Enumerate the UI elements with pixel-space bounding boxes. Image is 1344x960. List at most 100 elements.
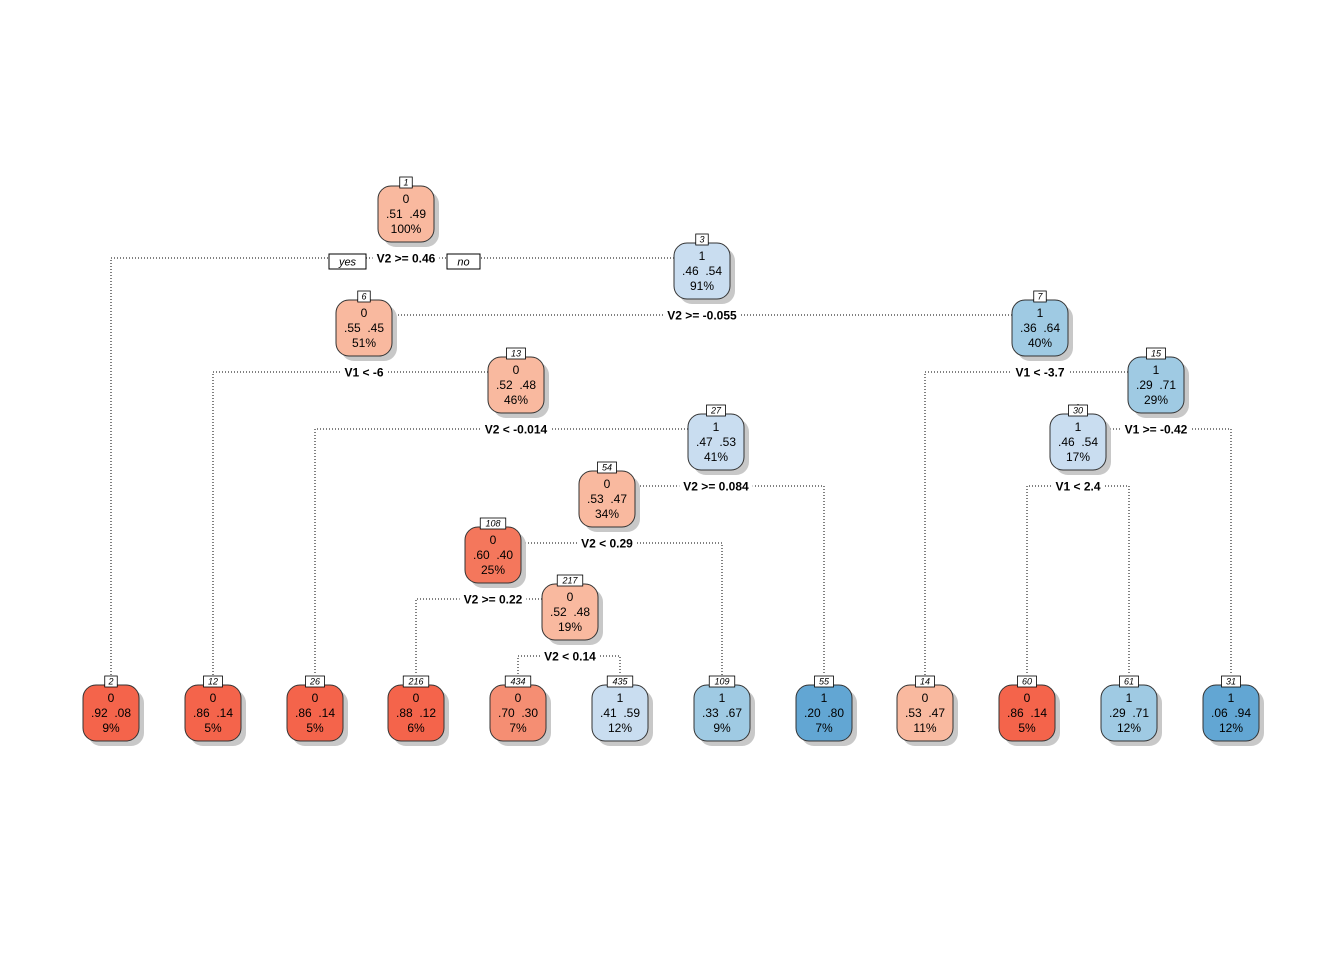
node-percent: 5% (306, 721, 324, 735)
node-percent: 11% (913, 721, 936, 735)
split-label-bg-1 (372, 250, 440, 265)
node-id: 3 (699, 235, 704, 245)
node-probs: .51 .49 (386, 207, 426, 221)
node-id: 27 (710, 406, 722, 416)
yes-branch-tag: yes (328, 253, 367, 270)
node-percent: 91% (690, 279, 714, 293)
node-id-box (203, 675, 223, 688)
node-id-box (1221, 675, 1241, 688)
node-id: 2 (107, 677, 113, 687)
node-id: 7 (1037, 292, 1043, 302)
node-class: 0 (490, 533, 497, 547)
node-probs: .70 .30 (498, 706, 538, 720)
node-id: 216 (407, 677, 423, 687)
node-id: 12 (208, 677, 218, 687)
split-label-27: V2 >= 0.084 (683, 480, 749, 494)
node-class: 1 (821, 691, 828, 705)
node-probs: .92 .08 (91, 706, 131, 720)
node-percent: 19% (558, 620, 582, 634)
node-id: 434 (510, 677, 525, 687)
split-label-6: V1 < -6 (344, 366, 383, 380)
split-label-bg-108 (459, 591, 527, 606)
node-probs: .88 .12 (396, 706, 436, 720)
split-label-bg-3 (663, 307, 741, 322)
node-probs: .53 .47 (905, 706, 945, 720)
node-id-box (1119, 675, 1139, 688)
node-class: 1 (617, 691, 624, 705)
tree-node-2: 2 0.92 .089% (82, 675, 144, 746)
tree-node-434: 434 0.70 .307% (489, 675, 551, 746)
branch-tags: yes no (328, 253, 481, 270)
node-class: 1 (1126, 691, 1133, 705)
node-percent: 29% (1144, 393, 1168, 407)
node-id-box (606, 675, 634, 688)
node-percent: 12% (608, 721, 632, 735)
edge-13-26 (314, 428, 516, 675)
node-percent: 34% (595, 507, 619, 521)
node-percent: 40% (1028, 336, 1052, 350)
no-label: no (457, 257, 469, 269)
node-id-box (1068, 404, 1088, 417)
node-percent: 51% (352, 336, 376, 350)
node-id-box (104, 675, 118, 688)
tree-node-216: 216 0.88 .126% (387, 675, 449, 746)
no-branch-tag: no (446, 253, 481, 270)
node-class: 0 (567, 590, 574, 604)
split-label-bg-30 (1051, 478, 1105, 493)
node-id: 13 (511, 349, 521, 359)
tree-node-109: 109 1.33 .679% (693, 675, 755, 746)
node-class: 0 (922, 691, 929, 705)
split-label-108: V2 >= 0.22 (464, 593, 523, 607)
node-id: 109 (714, 677, 729, 687)
node-class: 1 (1075, 420, 1082, 434)
edge-54-109 (607, 542, 723, 675)
tree-node-12: 12 0.86 .145% (184, 675, 246, 746)
node-id: 30 (1073, 406, 1083, 416)
node-id-box (357, 290, 371, 303)
edge-3-7 (702, 290, 1041, 316)
node-class: 0 (1024, 691, 1031, 705)
node-id: 15 (1151, 349, 1162, 359)
split-label-bg-217 (540, 648, 600, 663)
split-label-7: V1 < -3.7 (1015, 366, 1064, 380)
node-id-box (706, 404, 726, 417)
node-id-box (479, 517, 507, 530)
node-percent: 100% (391, 222, 422, 236)
split-label-bg-54 (577, 535, 637, 550)
split-label-bg-15 (1120, 421, 1192, 436)
node-class: 0 (361, 306, 368, 320)
node-class: 1 (719, 691, 726, 705)
node-percent: 25% (481, 563, 505, 577)
node-id: 435 (612, 677, 628, 687)
split-label-bg-27 (679, 478, 753, 493)
node-percent: 6% (407, 721, 425, 735)
node-probs: .06 .94 (1211, 706, 1251, 720)
node-probs: .29 .71 (1136, 378, 1176, 392)
node-probs: .46 .54 (682, 264, 722, 278)
node-class: 0 (403, 192, 410, 206)
edge-30-61 (1078, 485, 1130, 675)
node-id-box (506, 347, 526, 360)
node-id-box (1017, 675, 1037, 688)
split-label-217: V2 < 0.14 (544, 650, 596, 664)
node-class: 0 (312, 691, 319, 705)
split-label-54: V2 < 0.29 (581, 537, 633, 551)
node-id: 1 (403, 178, 408, 188)
edge-108-216 (415, 598, 493, 675)
node-percent: 7% (509, 721, 527, 735)
node-class: 0 (108, 691, 115, 705)
split-label-bg-13 (480, 421, 552, 436)
node-probs: .86 .14 (1007, 706, 1047, 720)
node-id: 14 (920, 677, 930, 687)
node-probs: .29 .71 (1109, 706, 1149, 720)
tree-node-55: 55 1.20 .807% (795, 675, 857, 746)
node-class: 1 (713, 420, 720, 434)
node-id: 61 (1124, 677, 1134, 687)
node-id-box (814, 675, 834, 688)
